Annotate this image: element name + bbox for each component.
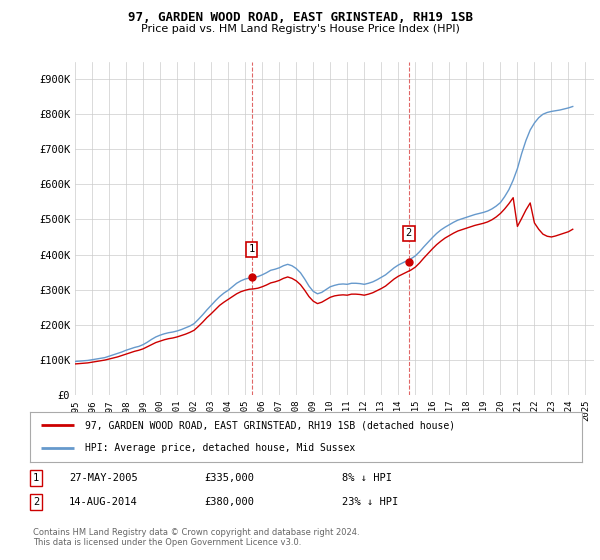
- Text: Price paid vs. HM Land Registry's House Price Index (HPI): Price paid vs. HM Land Registry's House …: [140, 24, 460, 34]
- Text: £335,000: £335,000: [204, 473, 254, 483]
- Text: 27-MAY-2005: 27-MAY-2005: [69, 473, 138, 483]
- Text: 2: 2: [406, 228, 412, 239]
- Text: £380,000: £380,000: [204, 497, 254, 507]
- Text: 1: 1: [248, 244, 255, 254]
- Text: 23% ↓ HPI: 23% ↓ HPI: [342, 497, 398, 507]
- Text: 2: 2: [33, 497, 39, 507]
- Text: 97, GARDEN WOOD ROAD, EAST GRINSTEAD, RH19 1SB: 97, GARDEN WOOD ROAD, EAST GRINSTEAD, RH…: [128, 11, 473, 24]
- Text: Contains HM Land Registry data © Crown copyright and database right 2024.
This d: Contains HM Land Registry data © Crown c…: [33, 528, 359, 547]
- Text: HPI: Average price, detached house, Mid Sussex: HPI: Average price, detached house, Mid …: [85, 444, 355, 454]
- Text: 1: 1: [33, 473, 39, 483]
- Text: 97, GARDEN WOOD ROAD, EAST GRINSTEAD, RH19 1SB (detached house): 97, GARDEN WOOD ROAD, EAST GRINSTEAD, RH…: [85, 420, 455, 430]
- Text: 14-AUG-2014: 14-AUG-2014: [69, 497, 138, 507]
- Text: 8% ↓ HPI: 8% ↓ HPI: [342, 473, 392, 483]
